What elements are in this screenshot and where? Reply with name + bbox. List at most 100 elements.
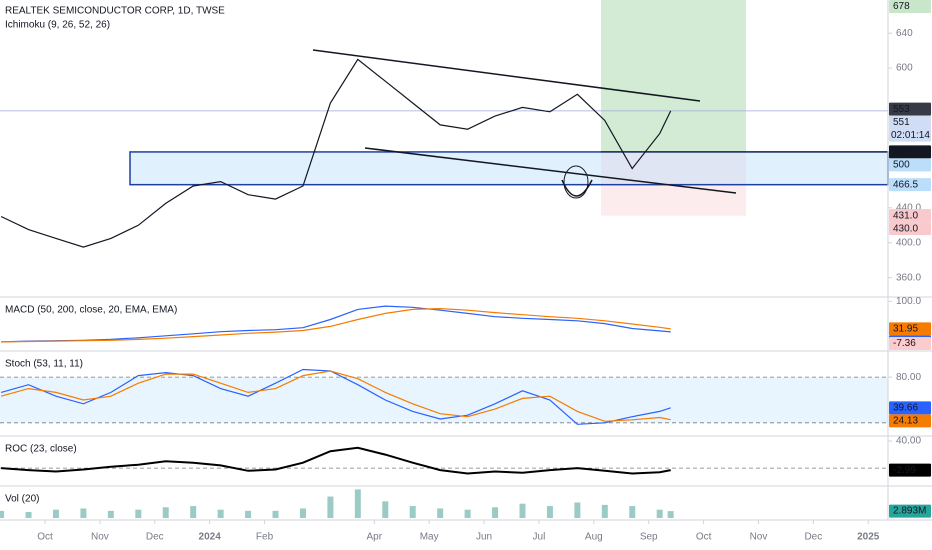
volume-bar (354, 489, 361, 518)
price-badge (889, 0, 931, 13)
volume-bar (519, 503, 526, 518)
badge-label: 39.66 (893, 402, 918, 413)
volume-bar (327, 496, 334, 518)
volume-bar (0, 510, 5, 518)
price-badge (889, 222, 931, 236)
series-line (1, 307, 671, 343)
badge-label: 31.95 (893, 324, 918, 335)
price-badge (889, 115, 931, 142)
trendline (364, 147, 737, 194)
x-tick-label: Nov (91, 532, 109, 543)
trendline (312, 49, 701, 102)
y-tick-label: 440.0 (896, 202, 921, 213)
stop-zone (601, 151, 746, 216)
x-tick-label: Aug (585, 532, 603, 543)
x-tick-label: Dec (146, 532, 164, 543)
panel-title: Stoch (53, 11, 11) (5, 359, 83, 370)
panel-title: ROC (23, close) (5, 444, 77, 455)
panel-title: MACD (50, 200, close, 20, EMA, EMA) (5, 305, 177, 316)
volume-bar (656, 509, 663, 518)
price-badge (889, 178, 931, 192)
volume-bar (409, 506, 416, 518)
volume-bar (52, 509, 59, 518)
panel-title: REALTEK SEMICONDUCTOR CORP, 1D, TWSE (5, 6, 225, 17)
price-badge (889, 401, 931, 415)
series-line (1, 305, 671, 343)
indicator-title: Ichimoku (9, 26, 52, 26) (5, 20, 110, 31)
volume-bar (217, 509, 224, 518)
x-tick-label: Oct (37, 532, 53, 543)
volume-bar (135, 509, 142, 518)
volume-bar (190, 506, 197, 518)
series-line (0, 370, 671, 422)
stoch-band (0, 377, 888, 423)
price-badge (889, 337, 931, 350)
volume-bar (272, 510, 279, 518)
price-badge (889, 504, 931, 518)
y-tick-label: 40.00 (896, 436, 921, 447)
badge-label: -2.99 (893, 465, 916, 476)
badge-label: 2.893M (893, 506, 926, 517)
x-tick-label: Jul (533, 532, 546, 543)
badge-label: 430.0 (893, 223, 918, 234)
badge-label: 504 (893, 147, 910, 158)
drawings (312, 49, 737, 199)
countdown: 02:01:14 (891, 130, 930, 141)
volume-bar (546, 506, 553, 518)
y-tick-label: 80.00 (896, 372, 921, 383)
x-tick-label: Sep (640, 532, 658, 543)
background-layer (0, 0, 889, 469)
price-badge (889, 463, 931, 477)
price-badge (889, 209, 931, 223)
series-line (0, 368, 671, 425)
y-tick-label: 400.0 (896, 237, 921, 248)
volume-bar (25, 512, 32, 518)
x-tick-label: 2024 (199, 532, 222, 543)
y-tick-label: 360.0 (896, 272, 921, 283)
support-zone (129, 151, 889, 186)
volume-bar (162, 507, 169, 518)
badge-label: -7.36 (893, 338, 916, 349)
x-tick-label: 2025 (857, 532, 880, 543)
volume-bar (245, 510, 252, 518)
volume-bar (667, 511, 674, 518)
price-badge (889, 158, 931, 172)
badge-label: 500 (893, 160, 910, 171)
marks-layer (0, 58, 674, 518)
price-badge (889, 145, 931, 159)
x-tick-label: Dec (804, 532, 822, 543)
price-badge (889, 414, 931, 428)
x-tick-label: Feb (256, 532, 274, 543)
series-line (0, 58, 672, 248)
x-tick-label: Oct (696, 532, 712, 543)
volume-bar (601, 504, 608, 518)
y-tick-label: 600 (896, 63, 913, 74)
volume-bar (299, 508, 306, 518)
y-tick-label: 640 (896, 28, 913, 39)
volume-bar (80, 508, 87, 518)
x-tick-label: Nov (750, 532, 768, 543)
y-tick-label: 100.0 (896, 296, 921, 307)
series-line (1, 446, 671, 475)
badge-label: 551 (893, 117, 910, 128)
volume-bar (464, 509, 471, 518)
x-tick-label: Jun (476, 532, 492, 543)
badge-label: 24.13 (893, 415, 918, 426)
volume-bar (492, 507, 499, 518)
badge-label: 678 (893, 1, 910, 12)
price-badge (889, 102, 931, 116)
price-badge (889, 322, 931, 336)
volume-bar (107, 510, 114, 518)
volume-bar (574, 502, 581, 518)
badge-label: 553 (893, 104, 910, 115)
circle (563, 165, 589, 199)
badge-label: 466.5 (893, 179, 918, 190)
badge-label: 431.0 (893, 210, 918, 221)
panel-title: Vol (20) (5, 494, 39, 505)
x-tick-label: May (420, 532, 439, 543)
x-tick-label: Apr (367, 532, 383, 543)
volume-bar (437, 508, 444, 518)
volume-bar (382, 501, 389, 518)
